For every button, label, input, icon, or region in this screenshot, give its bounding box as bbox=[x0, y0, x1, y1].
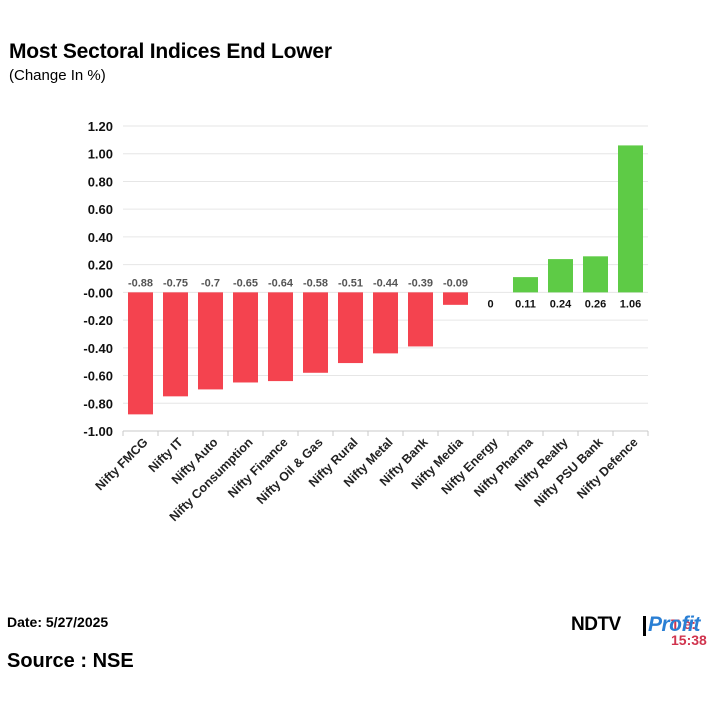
bar-value-label: 0.24 bbox=[550, 298, 572, 310]
logo-divider bbox=[643, 616, 646, 636]
bar bbox=[128, 292, 153, 415]
y-tick-label: 0.80 bbox=[88, 174, 113, 189]
bar-value-label: -0.64 bbox=[268, 277, 294, 289]
bar bbox=[373, 292, 398, 354]
bar bbox=[548, 259, 573, 293]
bar bbox=[303, 292, 328, 373]
bar-value-label: 0.26 bbox=[585, 298, 606, 310]
ndtv-profit-logo: T e: 15:38 NDTV Profit bbox=[571, 613, 716, 648]
bar bbox=[338, 292, 363, 364]
bar-chart: 1.20 1.00 0.80 0.60 0.40 0.20 -0.00 -0.20 -0.40 -… bbox=[83, 119, 649, 524]
bar-value-label: -0.44 bbox=[373, 277, 399, 289]
bar-value-label: -0.7 bbox=[201, 277, 220, 289]
bar bbox=[583, 256, 608, 293]
bar-value-label: -0.88 bbox=[128, 277, 153, 289]
y-tick-label: -0.00 bbox=[83, 285, 113, 300]
y-tick-label: -0.40 bbox=[83, 341, 113, 356]
y-tick-label: 0.40 bbox=[88, 230, 113, 245]
bar-value-label: -0.51 bbox=[338, 277, 363, 289]
y-tick-label: 0.60 bbox=[88, 202, 113, 217]
bar-value-label: -0.09 bbox=[443, 277, 468, 289]
y-tick-label: -0.80 bbox=[83, 396, 113, 411]
source-label: Source : NSE bbox=[7, 650, 134, 672]
bar bbox=[233, 292, 258, 383]
bar bbox=[408, 292, 433, 347]
time-label: T e: 15:38 bbox=[671, 616, 707, 648]
bar-value-label: -0.39 bbox=[408, 277, 433, 289]
bar bbox=[513, 277, 538, 293]
y-tick-label: -1.00 bbox=[83, 424, 113, 439]
bar-value-label: 0 bbox=[487, 298, 493, 310]
date-label: Date: 5/27/2025 bbox=[7, 614, 109, 630]
bar-value-label: -0.58 bbox=[303, 277, 328, 289]
chart-title: Most Sectoral Indices End Lower bbox=[9, 40, 332, 63]
chart-subtitle: (Change In %) bbox=[9, 67, 106, 84]
bar-value-label: -0.65 bbox=[233, 277, 258, 289]
bar-value-label: -0.75 bbox=[163, 277, 188, 289]
y-tick-label: 0.20 bbox=[88, 258, 113, 273]
x-tick-label: Nifty FMCG bbox=[93, 435, 151, 493]
bar-value-label: 1.06 bbox=[620, 298, 641, 310]
bar bbox=[618, 145, 643, 293]
bar-value-label: 0.11 bbox=[515, 298, 536, 310]
y-tick-label: 1.00 bbox=[88, 147, 113, 162]
bar bbox=[198, 292, 223, 390]
y-tick-label: -0.60 bbox=[83, 369, 113, 384]
logo-profit-text: Profit bbox=[648, 613, 700, 636]
y-tick-label: 1.20 bbox=[88, 119, 113, 134]
bar bbox=[163, 292, 188, 397]
bar bbox=[268, 292, 293, 382]
bar bbox=[443, 292, 468, 305]
y-tick-label: -0.20 bbox=[83, 313, 113, 328]
logo-ndtv-text: NDTV bbox=[571, 614, 621, 635]
x-tick-label: Nifty Defence bbox=[574, 435, 640, 501]
